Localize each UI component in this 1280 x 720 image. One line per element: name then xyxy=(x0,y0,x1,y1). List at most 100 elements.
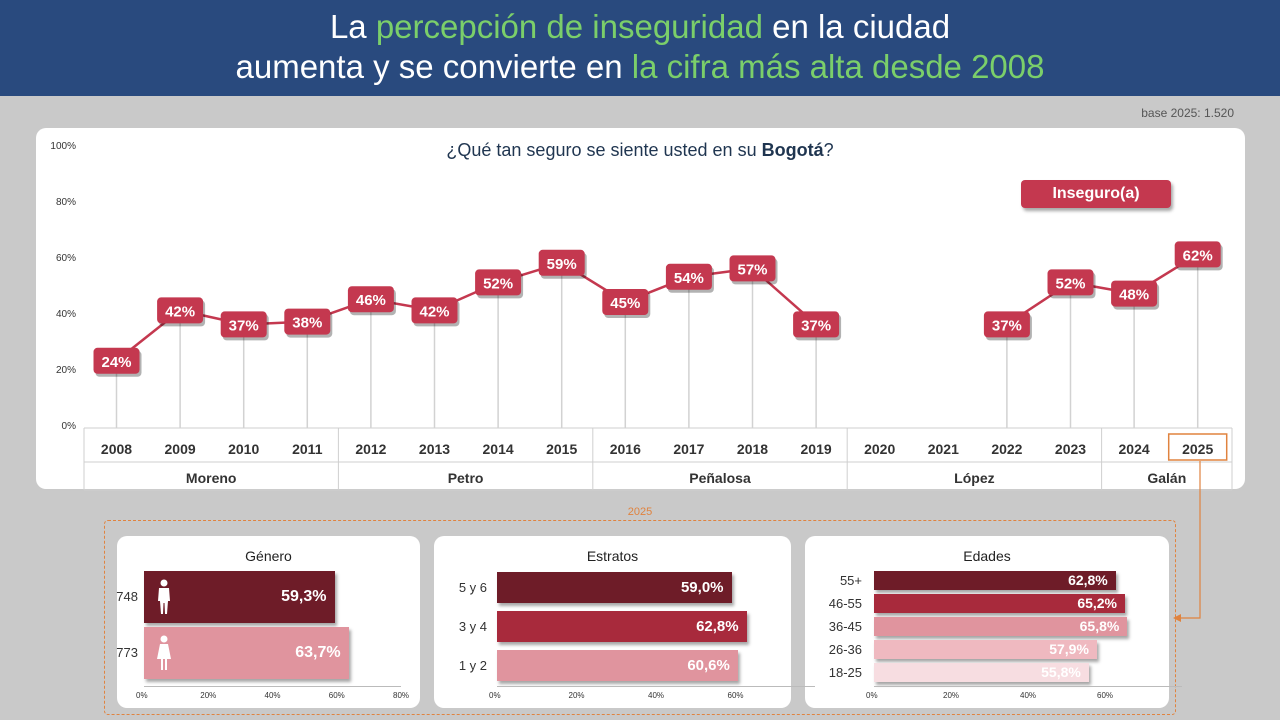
x-tick-label: 2015 xyxy=(546,441,577,457)
x-tick-label: 2008 xyxy=(101,441,132,457)
data-label: 42% xyxy=(157,297,206,327)
panel-title: Estratos xyxy=(586,548,639,564)
svg-text:62%: 62% xyxy=(1183,247,1213,264)
x-tick-label: 2022 xyxy=(991,441,1022,457)
bar-46-55: 65,2% xyxy=(874,594,1126,613)
category-label: 773 xyxy=(116,645,138,660)
headline-highlight-2: la cifra más alta desde 2008 xyxy=(631,48,1045,85)
y-tick-label: 40% xyxy=(55,309,76,320)
bar-26-36: 57,9% xyxy=(874,640,1097,659)
x-tick-label: 60% xyxy=(727,691,744,700)
x-tick-label: 2012 xyxy=(355,441,386,457)
category-label: 748 xyxy=(116,589,138,604)
x-tick-label: 2014 xyxy=(483,441,514,457)
y-tick-label: 100% xyxy=(50,141,76,152)
x-tick-label: 80% xyxy=(393,691,410,700)
x-tick-label: 2013 xyxy=(419,441,450,457)
x-tick-label: 2023 xyxy=(1055,441,1086,457)
headline-line-1: La percepción de inseguridad en la ciuda… xyxy=(329,8,951,45)
svg-text:59%: 59% xyxy=(547,256,577,273)
svg-text:54%: 54% xyxy=(674,270,704,287)
category-label: 36-45 xyxy=(828,618,862,634)
svg-text:37%: 37% xyxy=(801,317,831,334)
bar-5-y-6: 59,0% xyxy=(497,572,732,603)
category-label: 18-25 xyxy=(828,664,862,680)
bar-1-y-2: 60,6% xyxy=(497,650,738,681)
category-label: 46-55 xyxy=(828,595,862,611)
data-label: 38% xyxy=(284,308,333,338)
x-tick-label: 2021 xyxy=(928,441,959,457)
x-tick-label: 2020 xyxy=(864,441,895,457)
x-axis-line xyxy=(144,686,401,687)
category-label: 26-36 xyxy=(828,641,862,657)
x-tick-label: 2025 xyxy=(1182,441,1213,457)
y-tick-label: 60% xyxy=(55,253,76,264)
x-tick-label: 2017 xyxy=(673,441,704,457)
category-label: 1 y 2 xyxy=(458,657,487,673)
svg-text:45%: 45% xyxy=(610,295,640,312)
bar-36-45: 65,8% xyxy=(874,617,1128,636)
group-label: Galán xyxy=(1147,470,1186,486)
x-tick-label: 2010 xyxy=(228,441,259,457)
bar-18-25: 55,8% xyxy=(874,663,1089,682)
x-tick-label: 2024 xyxy=(1119,441,1150,457)
svg-text:48%: 48% xyxy=(1119,287,1149,304)
x-tick-label: 20% xyxy=(568,691,585,700)
headline-highlight-1: percepción de inseguridad xyxy=(375,8,763,45)
y-tick-label: 80% xyxy=(55,197,76,208)
bar-55+: 62,8% xyxy=(874,571,1116,590)
x-tick-label: 60% xyxy=(1097,691,1114,700)
panel-title: Género xyxy=(245,548,292,564)
category-label: 5 y 6 xyxy=(458,579,487,595)
svg-text:42%: 42% xyxy=(419,303,449,320)
data-label: 37% xyxy=(220,311,269,341)
x-tick-label: 20% xyxy=(943,691,960,700)
group-label: Moreno xyxy=(186,470,237,486)
x-tick-label: 60% xyxy=(328,691,345,700)
svg-text:38%: 38% xyxy=(292,315,322,332)
y-tick-label: 20% xyxy=(55,365,76,376)
svg-text:57%: 57% xyxy=(737,261,767,278)
category-label: 3 y 4 xyxy=(458,618,487,634)
bar-3-y-4: 62,8% xyxy=(497,611,747,642)
legend-inseguro: Inseguro(a) xyxy=(1021,180,1171,208)
x-axis-line xyxy=(874,686,1182,687)
y-tick-label: 0% xyxy=(61,421,76,432)
data-label: 62% xyxy=(1174,241,1223,271)
x-tick-label: 40% xyxy=(648,691,665,700)
svg-text:24%: 24% xyxy=(101,354,131,371)
bar-773: 63,7% xyxy=(144,627,349,679)
x-tick-label: 0% xyxy=(136,691,148,700)
x-tick-label: 2009 xyxy=(165,441,196,457)
data-label: 46% xyxy=(347,286,396,316)
group-label: Petro xyxy=(448,470,484,486)
chart-title: ¿Qué tan seguro se siente usted en su Bo… xyxy=(446,140,834,160)
headline-line-2: aumenta y se convierte en la cifra más a… xyxy=(235,48,1045,85)
x-tick-label: 40% xyxy=(264,691,281,700)
woman-icon xyxy=(154,635,174,675)
man-icon xyxy=(154,579,174,619)
data-label: 37% xyxy=(793,311,842,341)
bar-748: 59,3% xyxy=(144,571,335,623)
x-tick-label: 2011 xyxy=(292,441,323,457)
data-label: 45% xyxy=(602,289,651,318)
svg-text:37%: 37% xyxy=(992,317,1022,334)
svg-text:52%: 52% xyxy=(1055,275,1085,292)
x-tick-label: 2019 xyxy=(801,441,832,457)
data-label: 37% xyxy=(983,311,1032,341)
data-label: 52% xyxy=(475,269,524,299)
data-label: 52% xyxy=(1047,269,1096,299)
data-label: 59% xyxy=(538,249,587,279)
group-label: Peñalosa xyxy=(689,470,751,486)
x-tick-label: 0% xyxy=(489,691,501,700)
x-tick-label: 2016 xyxy=(610,441,641,457)
highlight-year-box xyxy=(1167,433,1228,461)
svg-text:52%: 52% xyxy=(483,275,513,292)
data-label: 57% xyxy=(729,255,778,285)
data-label: 42% xyxy=(411,297,460,327)
header-banner xyxy=(0,0,1280,96)
x-tick-label: 40% xyxy=(1020,691,1037,700)
svg-text:42%: 42% xyxy=(165,303,195,320)
x-tick-label: 0% xyxy=(866,691,878,700)
panel-title: Edades xyxy=(963,548,1011,564)
